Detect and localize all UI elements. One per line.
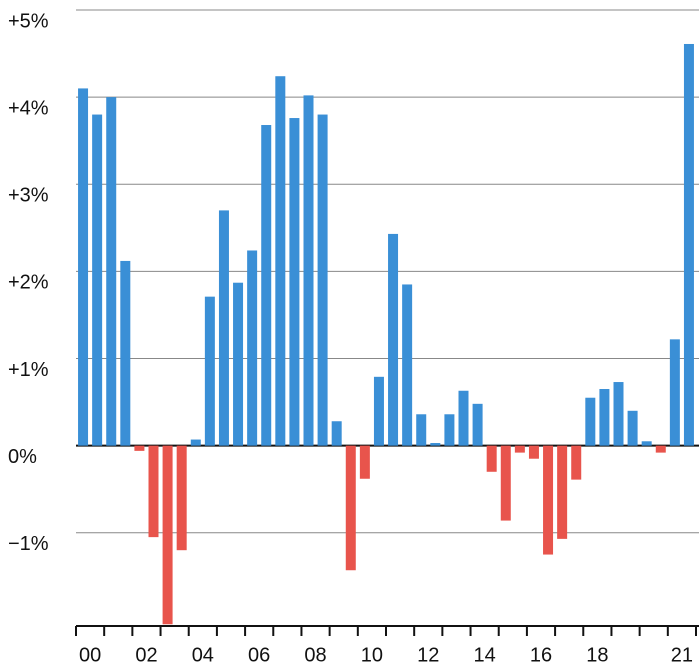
bar [627, 410, 638, 446]
bar [655, 445, 666, 453]
y-tick-label: +1% [8, 359, 49, 381]
bar [486, 445, 497, 472]
bar [472, 403, 483, 446]
bar [599, 389, 610, 446]
bar [571, 445, 582, 480]
x-tick-label: 18 [586, 644, 608, 666]
bar [430, 443, 441, 446]
bar [233, 282, 244, 446]
bar [613, 382, 624, 446]
y-tick-label: −1% [8, 533, 49, 555]
bar [106, 97, 117, 446]
y-tick-label: +5% [8, 10, 49, 32]
bar [458, 390, 469, 446]
bar [345, 445, 356, 571]
bar [528, 445, 539, 459]
bar [331, 421, 342, 446]
x-tick-label: 12 [417, 644, 439, 666]
x-tick-label: 10 [361, 644, 383, 666]
x-tick-label: 21 [671, 644, 693, 666]
bar [683, 43, 694, 446]
bar [317, 114, 328, 446]
bar [669, 339, 680, 446]
bar [402, 284, 413, 446]
bar [359, 445, 370, 479]
x-tick-label: 16 [530, 644, 552, 666]
bar [162, 445, 173, 625]
bar [373, 376, 384, 446]
y-tick-label: +3% [8, 185, 49, 207]
bar [148, 445, 159, 538]
bar [92, 114, 103, 446]
x-tick-label: 00 [79, 644, 101, 666]
y-tick-label: +4% [8, 97, 49, 119]
y-tick-label: +2% [8, 272, 49, 294]
bar [190, 439, 201, 446]
x-tick-label: 02 [135, 644, 157, 666]
bar [543, 445, 554, 555]
bar [557, 445, 568, 539]
bar [176, 445, 187, 551]
bar [134, 445, 145, 451]
bar [78, 88, 89, 446]
y-tick-label: 0% [8, 446, 37, 468]
bar [218, 210, 229, 446]
bar [585, 397, 596, 446]
x-tick-label: 04 [192, 644, 214, 666]
bar [261, 125, 272, 446]
bar [444, 414, 455, 446]
bar [303, 95, 314, 446]
bar [120, 260, 131, 446]
bar [388, 233, 399, 446]
bar [416, 414, 427, 446]
x-tick-label: 06 [248, 644, 270, 666]
x-tick-label: 14 [474, 644, 496, 666]
bar [500, 445, 511, 521]
bar [275, 76, 286, 446]
bar [641, 441, 652, 446]
x-tick-label: 08 [304, 644, 326, 666]
bar [247, 250, 258, 446]
bar [289, 118, 300, 446]
bar [204, 296, 215, 446]
bar [514, 445, 525, 453]
